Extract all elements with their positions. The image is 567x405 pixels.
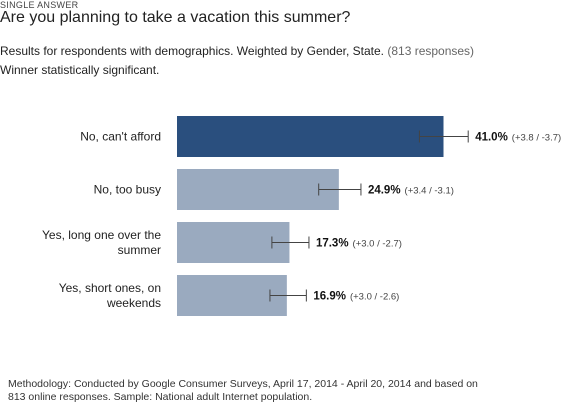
bar-0: [177, 116, 444, 157]
weighting-description: Results for respondents with demographic…: [0, 44, 384, 58]
category-label-3-1: weekends: [106, 296, 161, 310]
significance-note: Winner statistically significant.: [0, 63, 160, 77]
methodology-line-1: Methodology: Conducted by Google Consume…: [8, 378, 478, 390]
value-label-0: 41.0%: [475, 132, 508, 144]
category-label-2-1: summer: [118, 243, 161, 257]
methodology-note: Methodology: Conducted by Google Consume…: [8, 378, 548, 404]
category-label-2-0: Yes, long one over the: [42, 228, 161, 242]
survey-question-title: Are you planning to take a vacation this…: [0, 9, 351, 26]
bar-1: [177, 169, 339, 210]
category-label-0-0: No, can't afford: [80, 130, 161, 144]
value-label-2: 17.3%: [316, 238, 349, 250]
response-count: (813 responses): [387, 44, 475, 58]
ci-label-2: (+3.0 / -2.7): [353, 239, 402, 250]
results-bar-chart: No, can't afford 41.0% (+3.8 / -3.7) No, to…: [42, 116, 561, 316]
question-type-label: SINGLE ANSWER: [0, 0, 79, 10]
ci-label-0: (+3.8 / -3.7): [512, 133, 561, 144]
value-label-3: 16.9%: [313, 291, 346, 303]
ci-label-1: (+3.4 / -3.1): [405, 186, 454, 197]
ci-label-3: (+3.0 / -2.6): [350, 292, 399, 303]
value-label-1: 24.9%: [368, 185, 401, 197]
results-subtitle: Results for respondents with demographic…: [0, 42, 474, 80]
methodology-line-2: 813 online responses. Sample: National a…: [8, 391, 313, 403]
bar-2: [177, 222, 290, 263]
bar-3: [177, 275, 287, 316]
category-label-3-0: Yes, short ones, on: [59, 281, 161, 295]
category-label-1-0: No, too busy: [94, 183, 161, 197]
